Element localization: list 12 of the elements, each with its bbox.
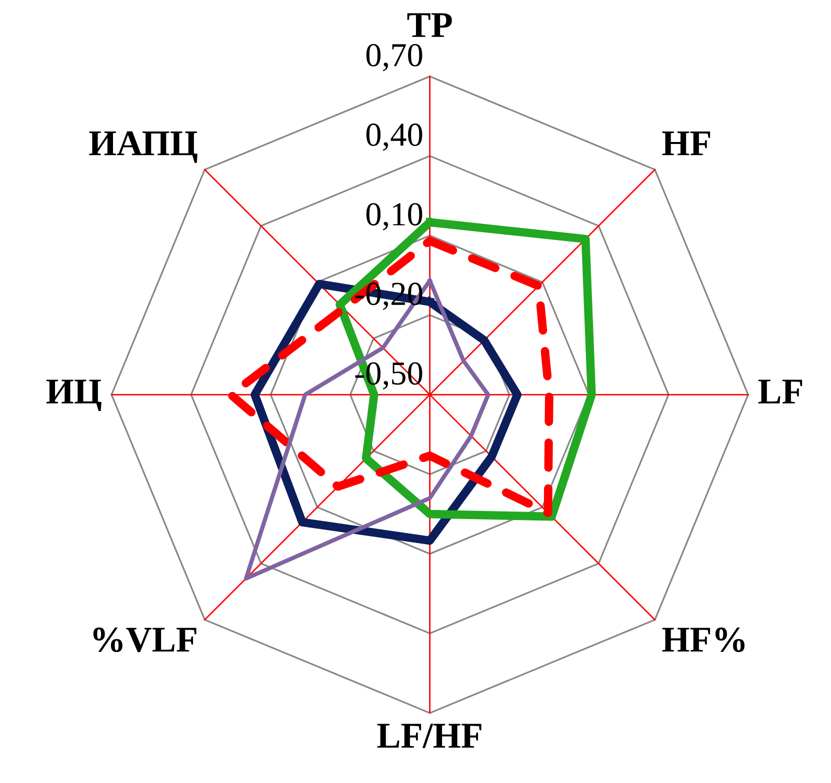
- spoke-label: LF/HF: [377, 724, 482, 748]
- spoke-label: LF: [758, 380, 802, 404]
- y-tick-label: -0,20: [355, 282, 422, 310]
- y-tick-label: 0,10: [366, 203, 422, 230]
- spoke-label: TP: [407, 13, 452, 37]
- spoke-label: %VLF: [93, 628, 196, 652]
- spoke-label: HF%: [662, 628, 745, 652]
- spoke-label: ИАПЦ: [89, 131, 198, 163]
- y-tick-label: 0,70: [366, 44, 422, 72]
- y-tick-label: 0,40: [366, 124, 422, 151]
- spoke-label: HF: [662, 132, 710, 156]
- spoke-label: ИЦ: [46, 380, 102, 412]
